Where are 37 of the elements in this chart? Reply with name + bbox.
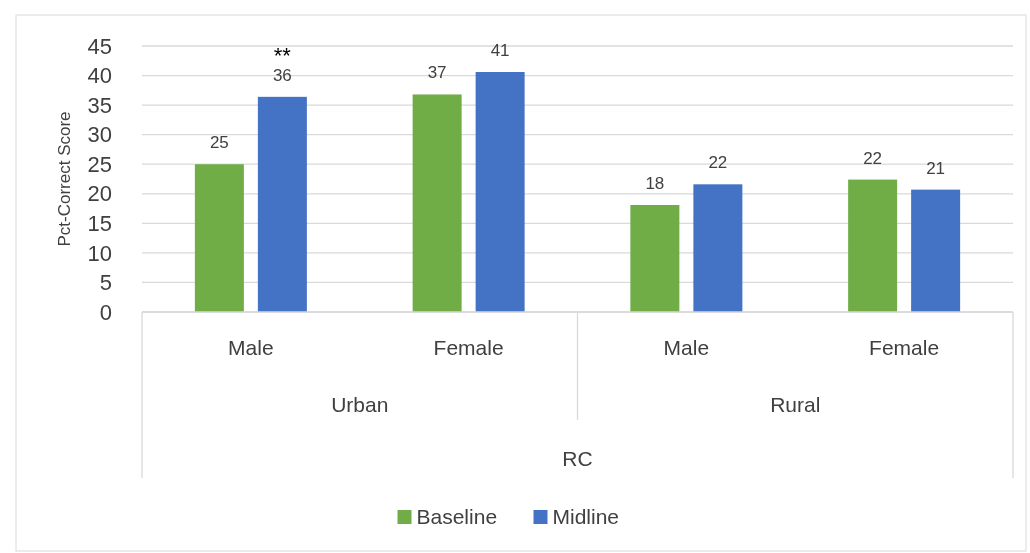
annotation: ** (273, 42, 292, 68)
data-label: 18 (645, 174, 665, 194)
data-label: 21 (926, 158, 946, 178)
data-label: 22 (863, 148, 883, 168)
bar (475, 72, 525, 312)
y-axis-title: Pct-Correct Score (55, 111, 74, 247)
bar (257, 96, 307, 312)
y-tick-label: 5 (99, 270, 112, 296)
x-tick-label: Male (663, 336, 710, 360)
text: RC (562, 447, 593, 471)
bar (911, 189, 961, 312)
bar (693, 184, 743, 312)
y-tick-label: 15 (87, 211, 112, 237)
text: Urban (331, 393, 389, 417)
bar (194, 164, 244, 312)
y-tick-label: 40 (87, 63, 112, 89)
y-tick-label: 30 (87, 122, 112, 148)
x-tick-label: Female (433, 336, 504, 360)
legend-label: Midline (552, 505, 620, 529)
data-label: 41 (490, 41, 510, 61)
y-tick-label: 0 (99, 299, 112, 325)
legend-label: Baseline (416, 505, 498, 529)
y-tick-label: 20 (87, 181, 112, 207)
x-tick-label: Male (228, 336, 274, 360)
y-tick-label: 35 (87, 92, 112, 118)
x-tick-label: Female (869, 336, 940, 360)
data-label: 36 (272, 65, 292, 85)
data-label: 25 (209, 133, 229, 153)
bar (630, 205, 680, 312)
data-label: 22 (708, 153, 728, 173)
y-tick-label: 10 (87, 240, 112, 266)
text: Rural (770, 393, 821, 417)
y-tick-label: 25 (87, 151, 112, 177)
y-tick-label: 45 (87, 33, 112, 59)
data-label: 37 (427, 63, 447, 83)
bar (848, 179, 898, 312)
bar (412, 94, 462, 312)
